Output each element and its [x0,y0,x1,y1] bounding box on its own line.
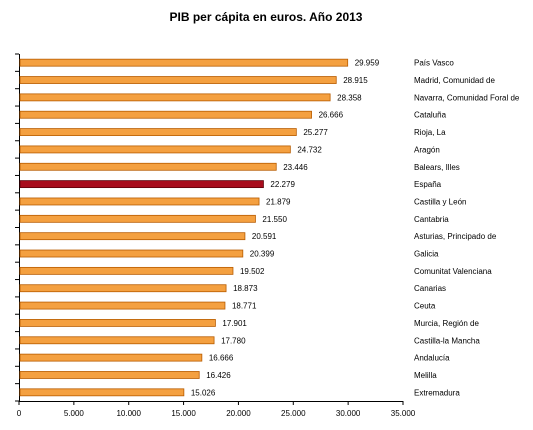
plot-area: 29.959 País Vasco 28.915 Madrid, Comunidad … [15,53,520,418]
bar-value-label: 29.959 [355,59,380,68]
x-tick-label: 30.000 [336,409,361,418]
bar-value-label: 18.873 [233,284,258,293]
bar-value-label: 22.279 [270,180,295,189]
category-label: Cataluña [414,111,447,120]
bar [19,232,246,241]
bar-value-label: 20.399 [250,250,275,259]
bar-value-label: 15.026 [191,388,216,397]
bar [19,353,203,362]
category-label: Rioja, La [414,128,446,137]
category-label: Balears, Illes [414,163,460,172]
category-label: Aragón [414,145,440,154]
bar-value-label: 21.550 [262,215,287,224]
bar [19,319,216,327]
bar [19,388,185,397]
bar-value-label: 16.426 [206,371,231,380]
bar-value-label: 18.771 [232,302,257,311]
bar-value-label: 16.666 [209,354,234,363]
category-label: Comunitat Valenciana [414,267,492,276]
bar [19,214,256,223]
bar-value-label: 28.358 [337,93,362,102]
bar [19,180,264,189]
category-label: Extremadura [414,388,460,397]
category-label: Melilla [414,371,437,380]
bar-value-label: 25.277 [303,128,328,137]
bar [19,249,244,258]
x-tick-label: 20.000 [226,409,251,418]
category-label: Madrid, Comunidad de [414,76,495,85]
bar-value-label: 23.446 [283,163,308,172]
category-label: Castilla y León [414,197,466,206]
bar [19,162,277,171]
bar-value-label: 21.879 [266,197,291,206]
x-tick-label: 35.000 [391,409,416,418]
bar-value-label: 28.915 [343,76,368,85]
category-label: Canarias [414,284,446,293]
bar [19,58,349,67]
bar [19,301,226,310]
category-label: Murcia, Región de [414,319,479,328]
x-tick-label: 5.000 [64,409,85,418]
category-label: País Vasco [414,59,454,68]
bar [19,110,312,119]
x-tick-label: 10.000 [116,409,141,418]
x-tick-label: 25.000 [281,409,306,418]
bar-value-label: 20.591 [252,232,277,241]
bar [19,76,337,84]
x-tick-label: 15.000 [171,409,196,418]
bar [19,336,215,345]
category-label: Navarra, Comunidad Foral de [414,93,520,102]
category-label: Cantabria [414,215,449,224]
bar-value-label: 17.901 [222,319,247,328]
bar-value-label: 24.732 [297,145,322,154]
bar [19,371,200,379]
category-label: Ceuta [414,302,436,311]
bar [19,93,331,102]
x-tick-label: 0 [17,409,22,418]
bar-value-label: 17.780 [221,336,246,345]
chart-title: PIB per cápita en euros. Año 2013 [170,10,363,24]
category-label: Andalucía [414,354,450,363]
category-label: Galicia [414,250,439,259]
category-label: Asturias, Principado de [414,232,497,241]
bar [19,145,291,154]
bar [19,128,297,136]
bar-value-label: 26.666 [319,111,344,120]
bar [19,197,260,206]
bar-value-label: 19.502 [240,267,265,276]
category-label: España [414,180,442,189]
category-label: Castilla-la Mancha [414,336,480,345]
bar [19,266,234,275]
bar [19,284,227,293]
